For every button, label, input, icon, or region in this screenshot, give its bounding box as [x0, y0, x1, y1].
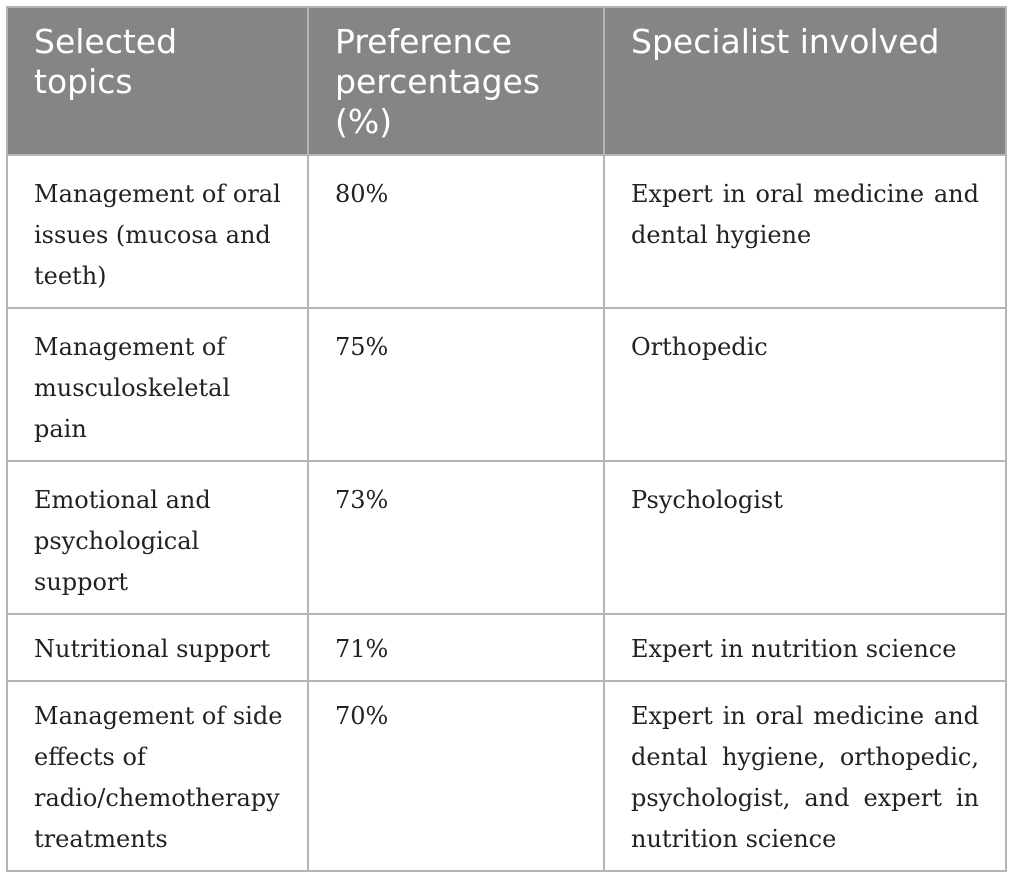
- cell-topic: Management of oral issues (mucosa and te…: [6, 154, 309, 309]
- cell-specialist: Expert in oral medicine and dental hygie…: [603, 680, 1007, 872]
- cell-topic: Nutritional support: [6, 613, 309, 682]
- cell-topic: Management of musculoskeletal pain: [6, 307, 309, 462]
- table-row: Nutritional support 71% Expert in nutrit…: [6, 613, 1007, 682]
- cell-specialist: Orthopedic: [603, 307, 1007, 462]
- table-row: Emotional and psychological support 73% …: [6, 460, 1007, 615]
- cell-percentage: 70%: [307, 680, 605, 872]
- table-row: Management of side effects of radio/chem…: [6, 680, 1007, 872]
- cell-percentage: 73%: [307, 460, 605, 615]
- cell-topic: Management of side effects of radio/chem…: [6, 680, 309, 872]
- table-row: Management of musculoskeletal pain 75% O…: [6, 307, 1007, 462]
- cell-percentage: 71%: [307, 613, 605, 682]
- topics-table: Selected topics Preference percentages (…: [6, 6, 1007, 872]
- topics-table-container: Selected topics Preference percentages (…: [6, 6, 1007, 872]
- table-body: Management of oral issues (mucosa and te…: [6, 154, 1007, 872]
- header-selected-topics: Selected topics: [6, 6, 309, 156]
- table-row: Management of oral issues (mucosa and te…: [6, 154, 1007, 309]
- cell-percentage: 75%: [307, 307, 605, 462]
- cell-percentage: 80%: [307, 154, 605, 309]
- header-row: Selected topics Preference percentages (…: [6, 6, 1007, 156]
- cell-specialist: Expert in oral medicine and dental hygie…: [603, 154, 1007, 309]
- cell-specialist: Psychologist: [603, 460, 1007, 615]
- cell-topic: Emotional and psychological support: [6, 460, 309, 615]
- cell-specialist: Expert in nutrition science: [603, 613, 1007, 682]
- table-header: Selected topics Preference percentages (…: [6, 6, 1007, 156]
- header-preference-percentages: Preference percentages (%): [307, 6, 605, 156]
- header-specialist-involved: Specialist involved: [603, 6, 1007, 156]
